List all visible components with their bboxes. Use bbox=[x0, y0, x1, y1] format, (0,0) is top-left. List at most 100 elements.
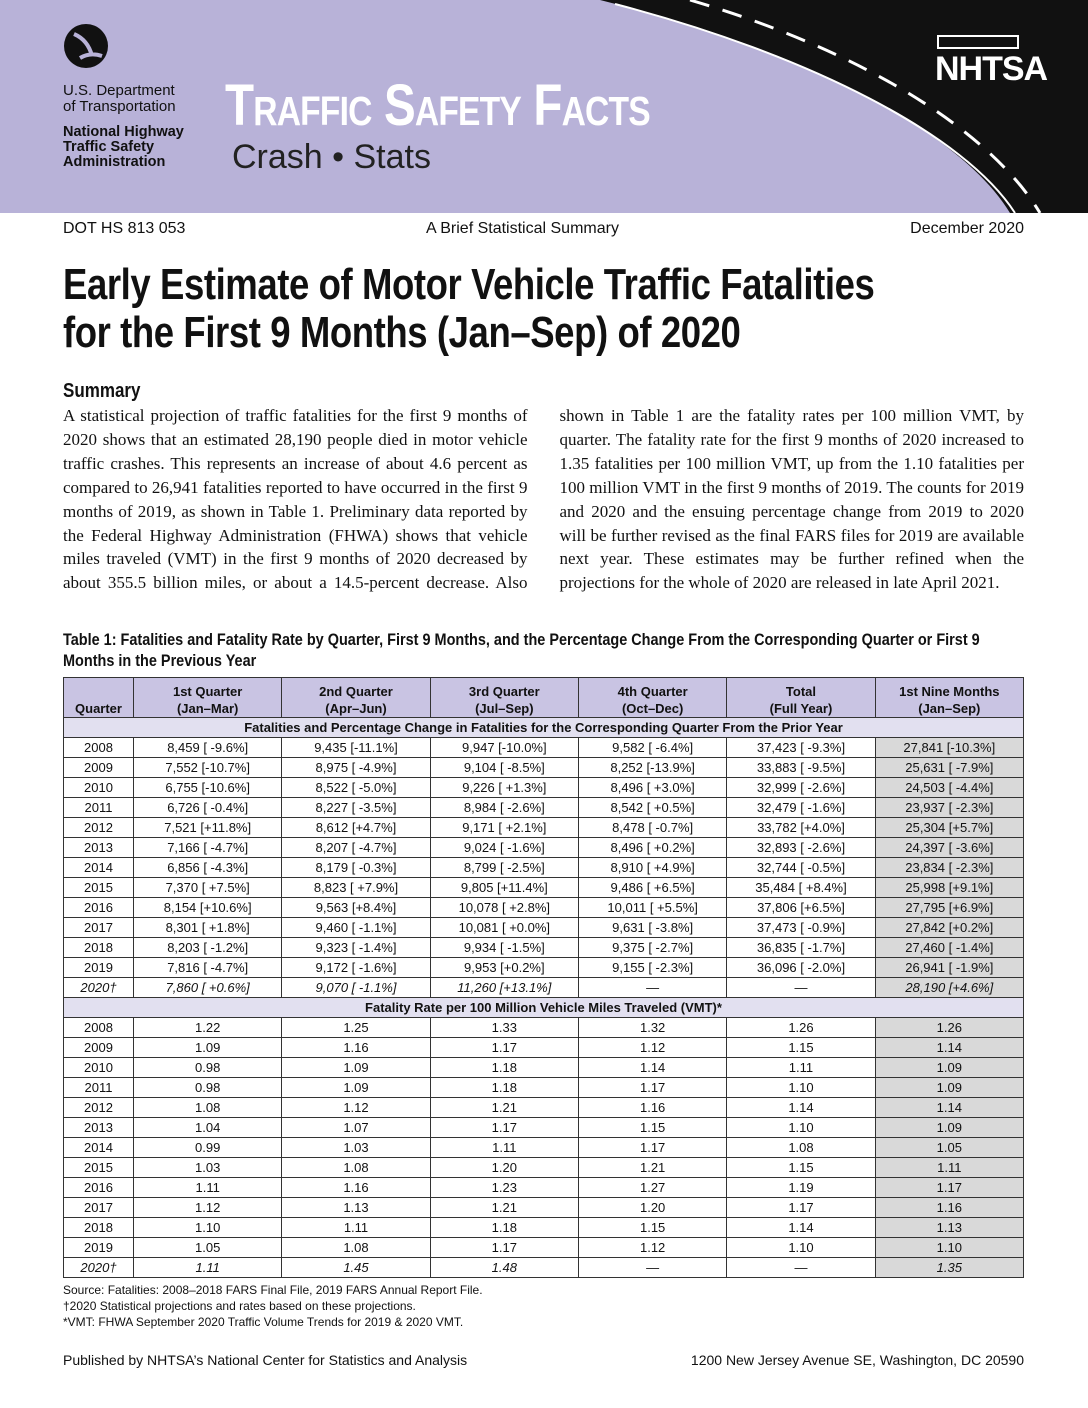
cell: 1.11 bbox=[429, 1137, 579, 1158]
header-line: 1st Nine Months bbox=[899, 684, 1000, 699]
cell: 2011 bbox=[63, 1077, 134, 1098]
cell: 9,226 [ +1.3%] bbox=[429, 777, 579, 798]
cell: 1.23 bbox=[429, 1177, 579, 1198]
header-line: (Jan–Sep) bbox=[918, 701, 981, 716]
cell: 9,631 [ -3.8%] bbox=[577, 917, 728, 938]
cell: 24,397 [ -3.6%] bbox=[874, 837, 1025, 858]
cell: 1.18 bbox=[429, 1057, 579, 1078]
cell: 1.25 bbox=[281, 1017, 431, 1038]
report-number: DOT HS 813 053 bbox=[63, 220, 186, 237]
cell: 28,190 [+4.6%] bbox=[874, 977, 1025, 998]
section-title: Fatalities and Percentage Change in Fata… bbox=[63, 717, 1024, 738]
data-row: 2015 1.03 1.08 1.20 1.21 1.15 1.11 bbox=[63, 1157, 1025, 1178]
cell: 1.05 bbox=[132, 1237, 283, 1258]
cell: 7,370 [ +7.5%] bbox=[132, 877, 283, 898]
cell: 1.27 bbox=[577, 1177, 728, 1198]
cell: 1.14 bbox=[874, 1037, 1025, 1058]
cell: 2009 bbox=[63, 757, 134, 778]
cell: 2015 bbox=[63, 877, 134, 898]
cell: 7,552 [-10.7%] bbox=[132, 757, 283, 778]
cell: 6,856 [ -4.3%] bbox=[132, 857, 283, 878]
cell: 37,806 [+6.5%] bbox=[726, 897, 876, 918]
cell: 2015 bbox=[63, 1157, 134, 1178]
cell: 1.09 bbox=[281, 1057, 431, 1078]
note: Source: Fatalities: 2008–2018 FARS Final… bbox=[63, 1283, 483, 1297]
cell: 2014 bbox=[63, 1137, 134, 1158]
section-title: Fatality Rate per 100 Million Vehicle Mi… bbox=[63, 997, 1024, 1018]
cell: 2014 bbox=[63, 857, 134, 878]
title: Early Estimate of Motor Vehicle Traffic … bbox=[63, 260, 875, 309]
data-row: 2011 6,726 [ -0.4%] 8,227 [ -3.5%] 8,984 [ … bbox=[63, 797, 1025, 818]
cell: 8,203 [ -1.2%] bbox=[132, 937, 283, 958]
cell: 8,984 [ -2.6%] bbox=[429, 797, 579, 818]
cell: 1.07 bbox=[281, 1117, 431, 1138]
cell: 1.04 bbox=[132, 1117, 283, 1138]
cell: 7,860 [ +0.6%] bbox=[132, 977, 283, 998]
cell: 1.14 bbox=[726, 1217, 876, 1238]
cell: 1.10 bbox=[726, 1237, 876, 1258]
cell: — bbox=[726, 1257, 876, 1278]
data-row: 2012 7,521 [+11.8%] 8,612 [+4.7%] 9,171 [ +… bbox=[63, 817, 1025, 838]
cell: — bbox=[726, 977, 876, 998]
header-line: 4th Quarter bbox=[617, 684, 688, 699]
cell: 1.14 bbox=[726, 1097, 876, 1118]
footer-right: 1200 New Jersey Avenue SE, Washington, D… bbox=[690, 1352, 1024, 1368]
cell: 9,104 [ -8.5%] bbox=[429, 757, 579, 778]
cell: 9,563 [+8.4%] bbox=[281, 897, 431, 918]
admin-line: Traffic Safety bbox=[63, 139, 155, 155]
cell: 1.21 bbox=[429, 1197, 579, 1218]
cell: 1.16 bbox=[281, 1177, 431, 1198]
cell: 9,172 [ -1.6%] bbox=[281, 957, 431, 978]
cell: 7,521 [+11.8%] bbox=[132, 817, 283, 838]
cell: 8,542 [ +0.5%] bbox=[577, 797, 728, 818]
cell: — bbox=[577, 977, 728, 998]
cell: 32,893 [ -2.6%] bbox=[726, 837, 876, 858]
cell: 2019 bbox=[63, 957, 134, 978]
data-row: 2008 1.22 1.25 1.33 1.32 1.26 1.26 bbox=[63, 1017, 1025, 1038]
header-line: (Jan–Mar) bbox=[176, 701, 239, 716]
cell: 9,435 [-11.1%] bbox=[281, 737, 431, 758]
cell: 2017 bbox=[63, 1197, 134, 1218]
data-row: 2012 1.08 1.12 1.21 1.16 1.14 1.14 bbox=[63, 1097, 1025, 1118]
cell: 1.26 bbox=[874, 1017, 1025, 1038]
cell: 36,096 [ -2.0%] bbox=[726, 957, 876, 978]
cell: 0.99 bbox=[132, 1137, 283, 1158]
cell: 9,460 [ -1.1%] bbox=[281, 917, 431, 938]
cell: 33,883 [ -9.5%] bbox=[726, 757, 876, 778]
cell: 1.33 bbox=[429, 1017, 579, 1038]
header-cell: 2nd Quarter (Apr–Jun) bbox=[281, 677, 431, 718]
cell: 10,078 [ +2.8%] bbox=[429, 897, 579, 918]
cell: 2016 bbox=[63, 897, 134, 918]
header-cell: 4th Quarter (Oct–Dec) bbox=[577, 677, 728, 718]
cell: 1.45 bbox=[281, 1257, 431, 1278]
table: Quarter 1st Quarter (Jan–Mar) 2nd Quarter (A… bbox=[63, 677, 1025, 1278]
cell: 27,795 [+6.9%] bbox=[874, 897, 1025, 918]
data-row: 2009 1.09 1.16 1.17 1.12 1.15 1.14 bbox=[63, 1037, 1025, 1058]
data-row: 2014 6,856 [ -4.3%] 8,179 [ -0.3%] 8,799 [ … bbox=[63, 857, 1025, 878]
cell: 1.10 bbox=[874, 1237, 1025, 1258]
header-cell: Quarter bbox=[63, 677, 134, 718]
cell: 1.16 bbox=[874, 1197, 1025, 1218]
cell: 8,252 [-13.9%] bbox=[577, 757, 728, 778]
cell: 1.26 bbox=[726, 1017, 876, 1038]
data-row: 2016 8,154 [+10.6%] 9,563 [+8.4%] 10,078 [ … bbox=[63, 897, 1025, 918]
cell: 1.11 bbox=[132, 1257, 283, 1278]
cell: 1.15 bbox=[577, 1117, 728, 1138]
cell: 8,207 [ -4.7%] bbox=[281, 837, 431, 858]
cell: 23,834 [ -2.3%] bbox=[874, 857, 1025, 878]
cell: 8,301 [ +1.8%] bbox=[132, 917, 283, 938]
header-line: (Jul–Sep) bbox=[475, 701, 534, 716]
data-row: 2018 8,203 [ -1.2%] 9,323 [ -1.4%] 9,934 [ … bbox=[63, 937, 1025, 958]
cell: 2010 bbox=[63, 777, 134, 798]
cell: 9,024 [ -1.6%] bbox=[429, 837, 579, 858]
header-cell: 1st Nine Months (Jan–Sep) bbox=[874, 677, 1025, 718]
cell: 8,975 [ -4.9%] bbox=[281, 757, 431, 778]
cell: 2020† bbox=[63, 977, 134, 998]
section-heading: Summary bbox=[63, 380, 141, 402]
cell: 1.15 bbox=[726, 1037, 876, 1058]
data-row: 2010 6,755 [-10.6%] 8,522 [ -5.0%] 9,226 [ … bbox=[63, 777, 1025, 798]
cell: 10,081 [ +0.0%] bbox=[429, 917, 579, 938]
cell: 9,375 [ -2.7%] bbox=[577, 937, 728, 958]
header-line: 2nd Quarter bbox=[319, 684, 393, 699]
